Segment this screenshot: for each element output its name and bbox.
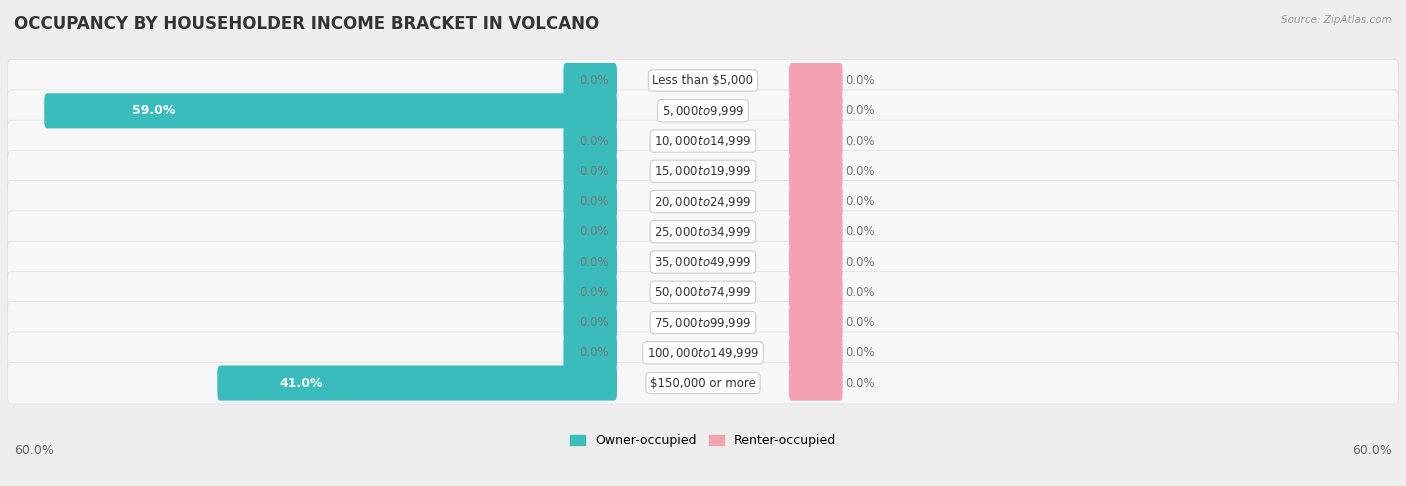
FancyBboxPatch shape [7,241,1399,283]
FancyBboxPatch shape [7,271,1399,313]
Text: 0.0%: 0.0% [579,74,609,87]
Text: 0.0%: 0.0% [845,377,875,390]
FancyBboxPatch shape [789,335,842,370]
Text: 0.0%: 0.0% [579,226,609,238]
FancyBboxPatch shape [789,93,842,128]
Text: 0.0%: 0.0% [845,347,875,359]
Text: 60.0%: 60.0% [1353,444,1392,457]
FancyBboxPatch shape [564,214,617,249]
FancyBboxPatch shape [789,305,842,340]
Text: 0.0%: 0.0% [845,135,875,148]
Text: $25,000 to $34,999: $25,000 to $34,999 [654,225,752,239]
FancyBboxPatch shape [789,275,842,310]
Text: $100,000 to $149,999: $100,000 to $149,999 [647,346,759,360]
FancyBboxPatch shape [44,93,617,128]
Text: 0.0%: 0.0% [845,165,875,178]
FancyBboxPatch shape [789,154,842,189]
FancyBboxPatch shape [564,123,617,158]
FancyBboxPatch shape [789,244,842,279]
FancyBboxPatch shape [564,275,617,310]
Text: 0.0%: 0.0% [579,316,609,329]
Text: Source: ZipAtlas.com: Source: ZipAtlas.com [1281,15,1392,25]
FancyBboxPatch shape [564,244,617,279]
FancyBboxPatch shape [564,184,617,219]
Text: 0.0%: 0.0% [845,104,875,117]
FancyBboxPatch shape [7,151,1399,192]
FancyBboxPatch shape [564,335,617,370]
FancyBboxPatch shape [7,332,1399,374]
Text: $20,000 to $24,999: $20,000 to $24,999 [654,194,752,208]
FancyBboxPatch shape [7,211,1399,253]
Text: OCCUPANCY BY HOUSEHOLDER INCOME BRACKET IN VOLCANO: OCCUPANCY BY HOUSEHOLDER INCOME BRACKET … [14,15,599,33]
Text: 41.0%: 41.0% [280,377,323,390]
FancyBboxPatch shape [7,60,1399,102]
Text: $5,000 to $9,999: $5,000 to $9,999 [662,104,744,118]
FancyBboxPatch shape [7,302,1399,344]
Text: $75,000 to $99,999: $75,000 to $99,999 [654,315,752,330]
Text: 0.0%: 0.0% [579,347,609,359]
FancyBboxPatch shape [7,362,1399,404]
Text: $10,000 to $14,999: $10,000 to $14,999 [654,134,752,148]
FancyBboxPatch shape [218,365,617,400]
FancyBboxPatch shape [789,214,842,249]
Text: $15,000 to $19,999: $15,000 to $19,999 [654,164,752,178]
Text: 0.0%: 0.0% [845,195,875,208]
Text: 0.0%: 0.0% [579,256,609,269]
Text: 0.0%: 0.0% [845,316,875,329]
Text: 59.0%: 59.0% [132,104,176,117]
FancyBboxPatch shape [789,184,842,219]
FancyBboxPatch shape [789,63,842,98]
Text: $35,000 to $49,999: $35,000 to $49,999 [654,255,752,269]
FancyBboxPatch shape [7,181,1399,223]
Text: 0.0%: 0.0% [845,74,875,87]
FancyBboxPatch shape [7,90,1399,132]
Text: 0.0%: 0.0% [579,195,609,208]
FancyBboxPatch shape [564,305,617,340]
Text: 0.0%: 0.0% [579,286,609,299]
Text: 60.0%: 60.0% [14,444,53,457]
Text: 0.0%: 0.0% [579,165,609,178]
FancyBboxPatch shape [789,365,842,400]
FancyBboxPatch shape [564,154,617,189]
FancyBboxPatch shape [789,123,842,158]
Text: $50,000 to $74,999: $50,000 to $74,999 [654,285,752,299]
Legend: Owner-occupied, Renter-occupied: Owner-occupied, Renter-occupied [565,430,841,452]
FancyBboxPatch shape [7,120,1399,162]
Text: 0.0%: 0.0% [845,286,875,299]
FancyBboxPatch shape [564,63,617,98]
Text: $150,000 or more: $150,000 or more [650,377,756,390]
Text: 0.0%: 0.0% [845,226,875,238]
Text: 0.0%: 0.0% [845,256,875,269]
Text: Less than $5,000: Less than $5,000 [652,74,754,87]
Text: 0.0%: 0.0% [579,135,609,148]
